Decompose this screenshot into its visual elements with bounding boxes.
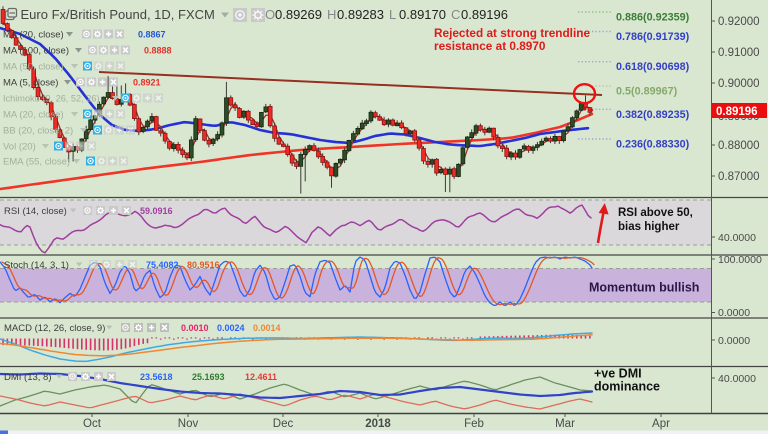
svg-text:EMA (55, close): EMA (55, close)	[3, 157, 70, 168]
svg-text:100.0000: 100.0000	[718, 254, 762, 266]
svg-text:Vol (20): Vol (20)	[3, 142, 36, 153]
svg-text:Mar: Mar	[555, 418, 575, 430]
svg-text:MA (20, close): MA (20, close)	[3, 110, 64, 121]
svg-text:80.9516: 80.9516	[187, 260, 220, 270]
svg-text:0.89170: 0.89170	[399, 7, 446, 22]
svg-text:Oct: Oct	[83, 418, 102, 430]
svg-text:2018: 2018	[365, 418, 391, 430]
svg-text:0.382(0.89235): 0.382(0.89235)	[616, 109, 690, 121]
svg-text:0.8921: 0.8921	[133, 78, 161, 88]
svg-text:0.786(0.91739): 0.786(0.91739)	[616, 31, 690, 43]
svg-text:0.90000: 0.90000	[718, 78, 760, 90]
svg-text:0.89269: 0.89269	[275, 7, 322, 22]
svg-text:MA (100, close): MA (100, close)	[3, 46, 69, 57]
svg-text:0.0014: 0.0014	[253, 323, 281, 333]
svg-text:Rejected at strong trendline: Rejected at strong trendline	[434, 26, 590, 40]
svg-text:0.88000: 0.88000	[718, 140, 760, 152]
svg-text:bias higher: bias higher	[618, 221, 680, 233]
svg-text:H: H	[327, 7, 336, 22]
svg-text:0.0000: 0.0000	[718, 307, 750, 319]
svg-text:0.89196: 0.89196	[716, 106, 758, 118]
svg-text:59.0916: 59.0916	[140, 206, 173, 216]
svg-text:0.0000: 0.0000	[718, 335, 750, 347]
svg-text:0.92000: 0.92000	[718, 16, 760, 28]
svg-text:Feb: Feb	[464, 418, 484, 430]
svg-text:Ichimoku (9, 26, 52, 26): Ichimoku (9, 26, 52, 26)	[3, 94, 100, 104]
svg-text:DMI (13, 8): DMI (13, 8)	[4, 372, 52, 383]
svg-text:O: O	[265, 7, 275, 22]
svg-text:+ve DMI: +ve DMI	[594, 367, 642, 381]
svg-text:Euro Fx/British Pound, 1D, FXC: Euro Fx/British Pound, 1D, FXCM	[21, 7, 215, 22]
svg-text:75.4082: 75.4082	[146, 260, 179, 270]
svg-text:resistance at 0.8970: resistance at 0.8970	[434, 39, 546, 53]
svg-text:MA (50, close): MA (50, close)	[3, 62, 64, 73]
svg-text:0.886(0.92359): 0.886(0.92359)	[616, 12, 690, 24]
svg-text:Dec: Dec	[273, 418, 294, 430]
svg-text:25.1693: 25.1693	[192, 372, 225, 382]
svg-text:40.0000: 40.0000	[718, 232, 756, 244]
svg-text:MACD (12, 26, close, 9): MACD (12, 26, close, 9)	[4, 323, 105, 334]
svg-text:0.8888: 0.8888	[144, 46, 172, 56]
svg-text:L: L	[389, 7, 396, 22]
svg-text:BB (20, close, 2): BB (20, close, 2)	[3, 126, 73, 137]
svg-text:0.0010: 0.0010	[181, 323, 209, 333]
svg-text:RSI above 50,: RSI above 50,	[618, 207, 693, 219]
svg-text:0.8867: 0.8867	[138, 30, 166, 40]
svg-text:0.91000: 0.91000	[718, 47, 760, 59]
svg-text:0.0024: 0.0024	[217, 323, 245, 333]
svg-text:0.236(0.88330): 0.236(0.88330)	[616, 139, 690, 151]
svg-text:0.5(0.89967): 0.5(0.89967)	[616, 86, 678, 98]
svg-text:23.5618: 23.5618	[140, 372, 173, 382]
svg-text:Apr: Apr	[652, 418, 670, 430]
svg-text:Stoch (14, 3, 1): Stoch (14, 3, 1)	[4, 260, 69, 271]
svg-text:0.87000: 0.87000	[718, 171, 760, 183]
svg-text:40.0000: 40.0000	[718, 373, 756, 385]
svg-text:Nov: Nov	[178, 418, 199, 430]
svg-text:12.4611: 12.4611	[245, 372, 277, 382]
svg-text:0.89196: 0.89196	[461, 7, 508, 22]
svg-text:0.89283: 0.89283	[337, 7, 384, 22]
svg-text:0.618(0.90698): 0.618(0.90698)	[616, 61, 690, 73]
svg-text:C: C	[451, 7, 460, 22]
svg-text:Momentum bullish: Momentum bullish	[589, 281, 699, 295]
svg-text:RSI (14, close): RSI (14, close)	[4, 206, 67, 217]
svg-text:MA (5, close): MA (5, close)	[3, 78, 58, 89]
svg-text:dominance: dominance	[594, 380, 660, 394]
svg-text:MA (20, close): MA (20, close)	[3, 30, 64, 41]
